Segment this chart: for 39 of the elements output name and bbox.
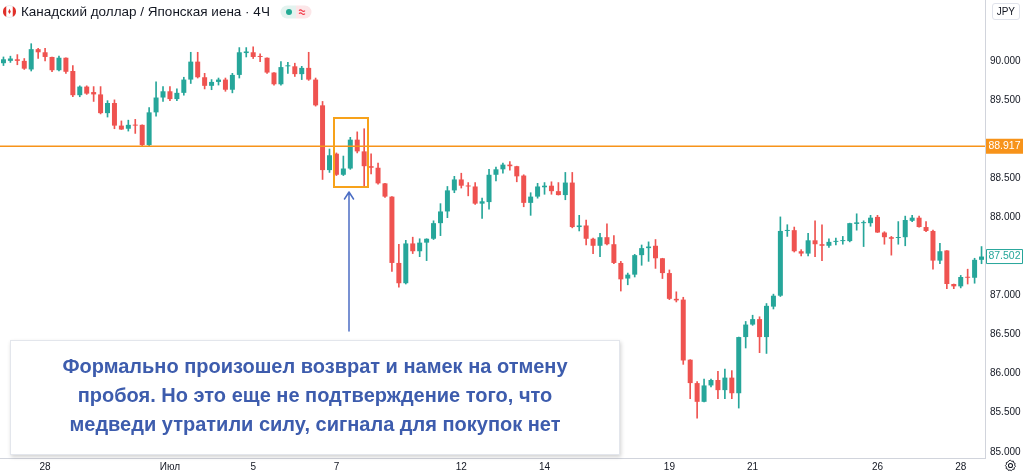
candlestick (243, 47, 249, 58)
candlestick (576, 215, 582, 232)
x-tick-label: 14 (538, 460, 551, 472)
y-tick-label: 85.500 (990, 406, 1022, 418)
candlestick (812, 220, 818, 258)
annotation: Формально произошел возврат и намек на отмену пробоя. Но это еще не подтверждение того, что медведи утратили силу, сигнала для покупок нет (61, 354, 569, 437)
candlestick (465, 182, 471, 197)
y-tick-label: 85.000 (990, 445, 1022, 457)
x-tick-label: 7 (333, 460, 340, 472)
y-tick-label: 90.000 (990, 55, 1022, 67)
x-tick-label: 12 (455, 460, 468, 472)
candlestick (854, 213, 860, 231)
candlestick (784, 224, 790, 237)
y-tick-label: 86.500 (990, 328, 1022, 340)
chart-title: Канадский доллар / Японская иена · 4Ч (21, 4, 270, 19)
candlestick (833, 237, 839, 246)
candlestick (257, 53, 263, 62)
x-tick-label: Июл (159, 460, 181, 472)
candlestick (132, 119, 138, 134)
y-axis-title: JPY (991, 3, 1020, 20)
x-tick-label: 21 (747, 460, 759, 472)
candlestick (840, 236, 846, 245)
candlestick (895, 221, 901, 245)
x-tick-label: 19 (663, 460, 676, 472)
x-tick-label: 28 (39, 460, 52, 472)
y-tick-label: 89.500 (990, 94, 1022, 106)
candlestick (479, 197, 485, 219)
candlestick (819, 224, 825, 261)
x-tick-label: 26 (871, 460, 884, 472)
x-tick-label: 5 (250, 460, 257, 472)
y-tick-label: 88.000 (990, 211, 1022, 223)
ref-line-label: 88.917 (988, 139, 1021, 152)
candlestick (368, 153, 374, 175)
x-tick-label: 28 (955, 460, 967, 472)
y-tick-label: 88.500 (990, 172, 1022, 184)
annotation: 87.502 (988, 249, 1021, 262)
y-tick-label: 86.000 (990, 367, 1022, 379)
y-tick-label: 87.000 (990, 289, 1022, 301)
candlestick (285, 62, 291, 74)
